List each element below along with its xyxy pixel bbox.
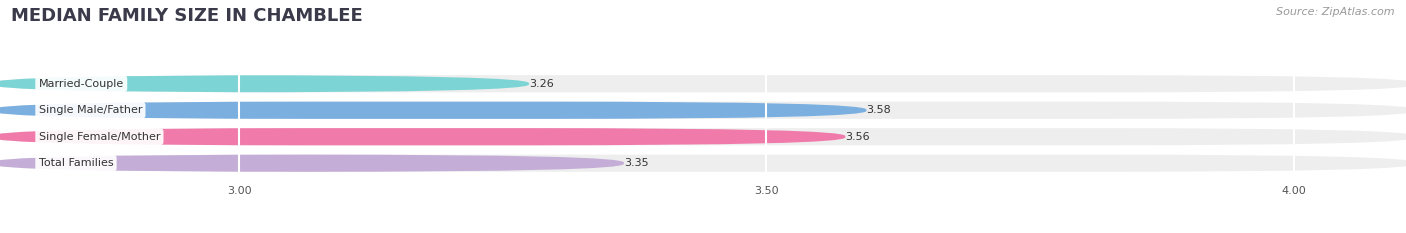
Text: 3.35: 3.35 [624,158,648,168]
FancyBboxPatch shape [0,155,1406,172]
Text: Source: ZipAtlas.com: Source: ZipAtlas.com [1277,7,1395,17]
FancyBboxPatch shape [0,102,1406,119]
Text: Single Male/Father: Single Male/Father [38,105,142,115]
Text: Single Female/Mother: Single Female/Mother [38,132,160,142]
Text: MEDIAN FAMILY SIZE IN CHAMBLEE: MEDIAN FAMILY SIZE IN CHAMBLEE [11,7,363,25]
Text: Married-Couple: Married-Couple [38,79,124,89]
Text: 3.56: 3.56 [845,132,870,142]
FancyBboxPatch shape [0,128,845,145]
Text: 3.58: 3.58 [866,105,891,115]
FancyBboxPatch shape [0,128,1406,145]
FancyBboxPatch shape [0,75,529,92]
FancyBboxPatch shape [0,155,624,172]
Text: 3.26: 3.26 [529,79,554,89]
FancyBboxPatch shape [0,102,866,119]
Text: Total Families: Total Families [38,158,114,168]
FancyBboxPatch shape [0,75,1406,92]
